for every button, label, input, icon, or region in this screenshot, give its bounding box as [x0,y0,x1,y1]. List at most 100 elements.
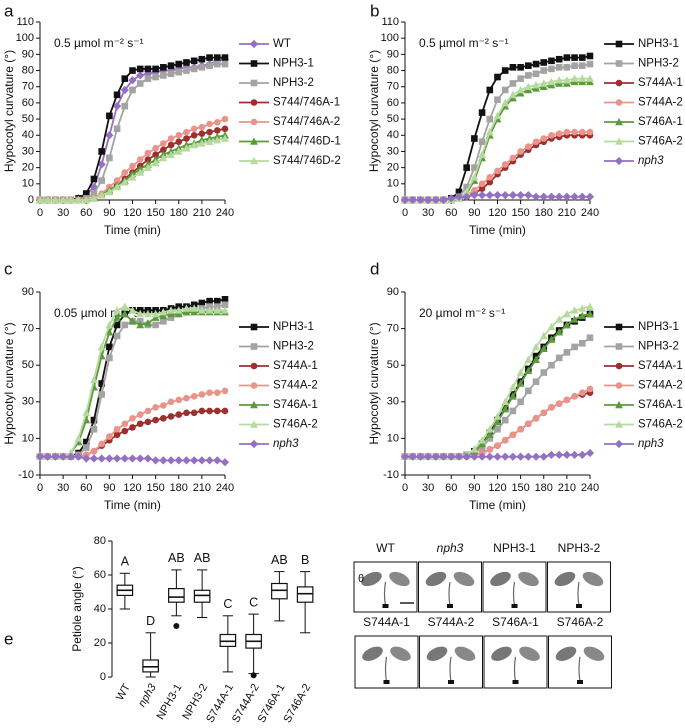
data-point [98,177,105,184]
legend-marker [615,60,623,67]
data-point [82,444,90,451]
data-point [570,74,579,82]
data-point [221,54,229,61]
data-point [221,407,229,415]
y-tick-label: 70 [387,323,399,335]
x-tick-label: 30 [422,207,434,219]
legend-marker [249,39,259,49]
data-point [90,447,98,455]
y-tick-label: 70 [22,323,34,335]
data-point [136,309,145,318]
data-point [548,57,555,65]
data-point [98,440,105,448]
data-point [400,195,410,205]
data-point [105,454,114,463]
data-point [563,349,571,356]
legend-label: NPH3-2 [638,341,679,353]
data-point [113,182,121,191]
data-point [516,379,525,387]
significance-letter: AB [168,551,185,565]
data-point [563,64,571,71]
x-tick-label: 150 [511,207,529,219]
data-point [152,416,159,424]
box [271,582,288,600]
y-axis-label: Petiole angle (°) [70,566,84,652]
root [382,604,389,608]
data-point [120,309,129,318]
y-tick-label: 50 [22,359,34,371]
legend-label: WT [273,38,291,50]
data-point [478,150,486,158]
legend-label: NPH3-2 [273,77,314,89]
data-point [494,442,501,450]
data-point [586,52,594,60]
data-point [221,301,229,309]
legend-marker [250,137,258,145]
data-point [516,452,525,461]
data-point [90,194,98,202]
data-point [493,191,502,200]
data-point [128,317,137,325]
data-point [571,54,578,61]
data-point [563,396,571,404]
x-tick-label: 120 [123,207,141,219]
data-point [532,414,540,422]
data-point [525,387,532,395]
data-point [524,452,533,461]
data-point [167,306,175,314]
data-point [555,328,564,336]
data-point [106,112,113,120]
legend-marker [250,362,258,370]
data-point [90,416,98,424]
data-point [51,452,60,461]
data-point [167,150,175,158]
photo-label: S746A-1 [492,615,539,629]
data-point [447,452,456,461]
x-tick-label: 180 [170,207,188,219]
cotyledon [453,571,475,587]
photo-label: nph3 [437,541,464,555]
data-point [493,452,502,461]
data-point [198,407,206,415]
data-point [485,127,494,136]
data-point [478,444,486,451]
legend-label: S746A-2 [638,419,683,431]
y-tick-label: 40 [94,603,106,615]
data-point [144,149,152,157]
data-point [120,302,129,310]
data-point [562,76,571,84]
data-point [454,192,464,201]
data-point [555,55,563,63]
data-point [540,67,548,74]
data-point [66,195,75,204]
y-tick-label: 90 [22,286,34,298]
data-point [198,64,206,71]
data-point [144,407,152,415]
data-point [486,115,494,123]
data-point [175,60,183,68]
data-point [539,331,548,340]
legend-marker [615,117,623,126]
cotyledon [426,646,448,661]
significance-letter: C [223,597,232,611]
data-point [532,60,540,68]
data-point [160,146,167,154]
x-tick-label: 150 [146,482,164,494]
data-point [563,54,571,61]
data-point [501,161,509,168]
y-tick-label: 40 [387,129,399,141]
data-point [160,402,167,409]
data-point [159,153,168,162]
data-point [106,354,113,362]
data-point [585,448,595,458]
data-point [486,435,494,442]
legend-marker [615,382,623,389]
data-point [221,125,229,133]
data-point [120,85,129,95]
cotyledon [425,571,447,587]
data-point [90,375,98,384]
y-tick-label: 70 [387,81,399,93]
data-point [136,320,145,329]
data-point [129,162,136,170]
data-point [105,187,114,196]
